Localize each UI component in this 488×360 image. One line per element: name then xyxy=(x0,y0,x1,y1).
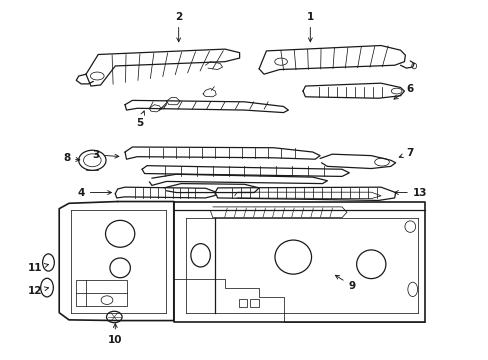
Text: 2: 2 xyxy=(175,12,182,42)
Text: 5: 5 xyxy=(136,111,144,128)
Bar xyxy=(250,300,259,307)
Text: 8: 8 xyxy=(63,153,80,163)
Text: 9: 9 xyxy=(335,275,355,291)
Text: 7: 7 xyxy=(398,148,413,158)
Text: 4: 4 xyxy=(77,188,111,198)
Text: 13: 13 xyxy=(394,188,427,198)
Bar xyxy=(238,300,247,307)
Text: 10: 10 xyxy=(108,324,122,345)
Text: 12: 12 xyxy=(27,286,48,296)
Text: 1: 1 xyxy=(306,12,313,42)
Text: 3: 3 xyxy=(92,150,119,160)
Text: 11: 11 xyxy=(27,263,48,273)
Text: 6: 6 xyxy=(393,84,413,99)
